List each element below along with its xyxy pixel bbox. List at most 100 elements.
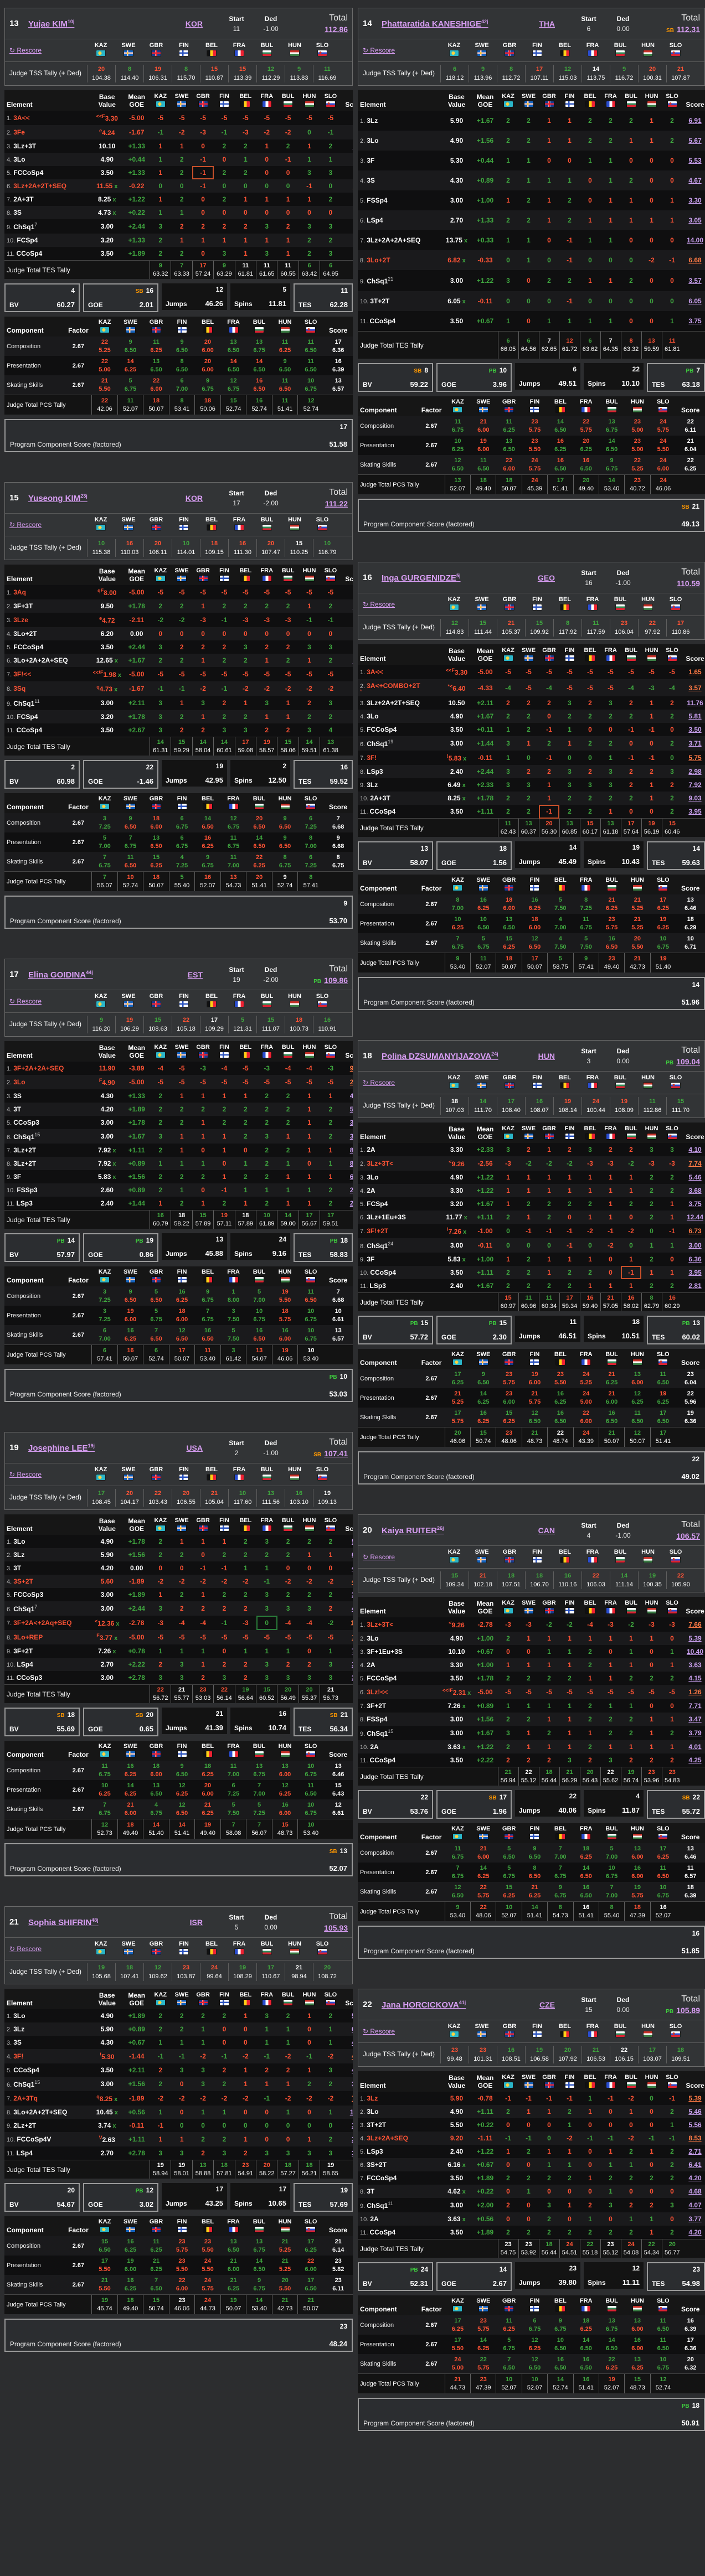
nation-link[interactable]: KOR	[185, 19, 203, 28]
element-score-link[interactable]: 7.71	[688, 1702, 702, 1710]
element-score-link[interactable]: 5.67	[688, 137, 702, 144]
element-score-link[interactable]: 3.77	[688, 2215, 702, 2223]
element-score-link[interactable]: 3.57	[688, 277, 702, 285]
skater-name-link[interactable]: Elina GOIDINA44j	[28, 969, 93, 980]
element-score-link[interactable]: 3.30	[688, 196, 702, 204]
element-score-link[interactable]: 7.	[352, 1647, 353, 1655]
element-score-link[interactable]: 5.0	[349, 1105, 353, 1113]
element-score-link[interactable]: 5.46	[688, 1173, 702, 1182]
element-score-link[interactable]: 7.66	[688, 1621, 702, 1629]
element-score-link[interactable]: 3.5	[349, 1119, 353, 1126]
element-score-link[interactable]: 3.	[352, 1661, 353, 1668]
element-score-link[interactable]: 2.8	[349, 1186, 353, 1194]
element-score-link[interactable]: 6.41	[688, 2161, 702, 2169]
element-score-link[interactable]: 3.7	[349, 1132, 353, 1140]
element-score-link[interactable]: 3.	[352, 1591, 353, 1599]
element-score-link[interactable]: 1.	[352, 1633, 353, 1641]
nation-link[interactable]: GEO	[537, 573, 555, 582]
element-score-link[interactable]: 2.7	[349, 1199, 353, 1207]
nation-link[interactable]: USA	[186, 1443, 203, 1452]
element-score-link[interactable]: 4.20	[688, 2174, 702, 2182]
element-score-link[interactable]: 10.40	[686, 1648, 704, 1656]
rescore-link[interactable]: ↻ Rescore	[9, 997, 42, 1005]
element-score-link[interactable]: 3.57	[688, 684, 702, 692]
skater-name-link[interactable]: Yujae KIM10j	[28, 18, 75, 29]
element-score-link[interactable]: 5.46	[688, 2108, 702, 2116]
element-score-link[interactable]: 6.68	[688, 256, 702, 264]
element-score-link[interactable]: 3.	[352, 1674, 353, 1682]
rescore-link[interactable]: ↻ Rescore	[9, 46, 42, 54]
element-score-link[interactable]: 4.01	[688, 1743, 702, 1751]
element-score-link[interactable]: 3.05	[688, 216, 702, 224]
element-score-link[interactable]: 6.36	[688, 1255, 702, 1264]
element-score-link[interactable]: 4.	[352, 2039, 353, 2046]
skater-name-link[interactable]: Josephine LEE19j	[28, 1442, 95, 1453]
rescore-link[interactable]: ↻ Rescore	[363, 601, 395, 608]
element-score-link[interactable]: 2.	[352, 2135, 353, 2143]
element-score-link[interactable]: 3.71	[688, 739, 702, 748]
skater-name-link[interactable]: Phattaratida KANESHIGE42j	[382, 18, 488, 29]
element-score-link[interactable]: 9.8	[349, 1064, 353, 1072]
total-score-link[interactable]: 105.93	[324, 1923, 348, 1932]
element-score-link[interactable]: 5.39	[688, 1634, 702, 1643]
skater-name-link[interactable]: Jana HORCICKOVA41j	[382, 1999, 466, 2010]
element-score-link[interactable]: 4.	[352, 1605, 353, 1612]
element-score-link[interactable]: 11.76	[687, 699, 703, 707]
element-score-link[interactable]: 4.8	[349, 1092, 353, 1100]
nation-link[interactable]: HUN	[538, 1051, 555, 1061]
element-score-link[interactable]: 4.20	[688, 2228, 702, 2237]
element-score-link[interactable]: 6.	[352, 2025, 353, 2033]
element-score-link[interactable]: 5.56	[688, 2121, 702, 2129]
total-score-link[interactable]: 112.31	[676, 25, 700, 34]
element-score-link[interactable]: 3.	[352, 2149, 353, 2157]
rescore-link[interactable]: ↻ Rescore	[9, 521, 42, 529]
element-score-link[interactable]: 4.25	[688, 1756, 702, 1765]
element-score-link[interactable]: 3.75	[688, 317, 702, 325]
element-score-link[interactable]: 3.47	[688, 1715, 702, 1724]
element-score-link[interactable]: 3.95	[688, 1269, 702, 1277]
rescore-link[interactable]: ↻ Rescore	[9, 1945, 42, 1953]
total-score-link[interactable]: 105.89	[676, 2006, 700, 2015]
element-score-link[interactable]: 3.68	[688, 1187, 702, 1195]
nation-link[interactable]: CAN	[538, 1525, 555, 1535]
element-score-link[interactable]: 4.68	[688, 2187, 702, 2196]
element-score-link[interactable]: 1.65	[688, 668, 702, 676]
rescore-link[interactable]: ↻ Rescore	[363, 2027, 395, 2036]
rescore-link[interactable]: ↻ Rescore	[363, 46, 395, 54]
element-score-link[interactable]: 7.92	[688, 781, 702, 789]
total-score-link[interactable]: 107.41	[324, 1449, 348, 1458]
total-score-link[interactable]: 110.59	[676, 579, 700, 588]
element-score-link[interactable]: 4.	[352, 1577, 353, 1585]
total-score-link[interactable]: 111.22	[325, 499, 348, 508]
element-score-link[interactable]: 6.91	[688, 117, 702, 125]
skater-name-link[interactable]: Inga GURGENIDZE5j	[382, 572, 461, 583]
skater-name-link[interactable]: Polina DZSUMANYIJAZOVA24j	[382, 1051, 498, 1061]
element-score-link[interactable]: 3.00	[688, 1242, 702, 1250]
element-score-link[interactable]: 3.	[352, 2080, 353, 2088]
element-score-link[interactable]: 7.	[352, 2094, 353, 2102]
element-score-link[interactable]: 6.05	[688, 297, 702, 305]
element-score-link[interactable]: 5.81	[688, 712, 702, 721]
rescore-link[interactable]: ↻ Rescore	[9, 1471, 42, 1478]
element-score-link[interactable]: 7.74	[688, 1160, 702, 1168]
total-score-link[interactable]: 109.86	[324, 976, 348, 985]
element-score-link[interactable]: 5.75	[688, 754, 702, 762]
rescore-link[interactable]: ↻ Rescore	[363, 1079, 395, 1087]
element-score-link[interactable]: 2.71	[688, 2148, 702, 2156]
rescore-link[interactable]: ↻ Rescore	[363, 1553, 395, 1561]
element-score-link[interactable]: 2.4	[349, 1078, 353, 1086]
element-score-link[interactable]: 3.	[352, 2122, 353, 2129]
total-score-link[interactable]: 109.04	[676, 1057, 700, 1067]
element-score-link[interactable]: 3.63	[688, 1661, 702, 1669]
element-score-link[interactable]: 5.	[352, 2012, 353, 2020]
element-score-link[interactable]: 3.95	[688, 808, 702, 816]
element-score-link[interactable]: 8.5	[349, 1146, 353, 1154]
element-score-link[interactable]: 5.39	[688, 2094, 702, 2103]
total-score-link[interactable]: 112.86	[324, 25, 348, 34]
total-score-link[interactable]: 106.57	[676, 1532, 700, 1541]
element-score-link[interactable]: 14.00	[686, 236, 704, 244]
element-score-link[interactable]: 12.44	[686, 1213, 704, 1222]
element-score-link[interactable]: 3.79	[688, 1729, 702, 1737]
element-score-link[interactable]: 10	[351, 1619, 353, 1627]
element-score-link[interactable]: 10.	[349, 2108, 353, 2116]
